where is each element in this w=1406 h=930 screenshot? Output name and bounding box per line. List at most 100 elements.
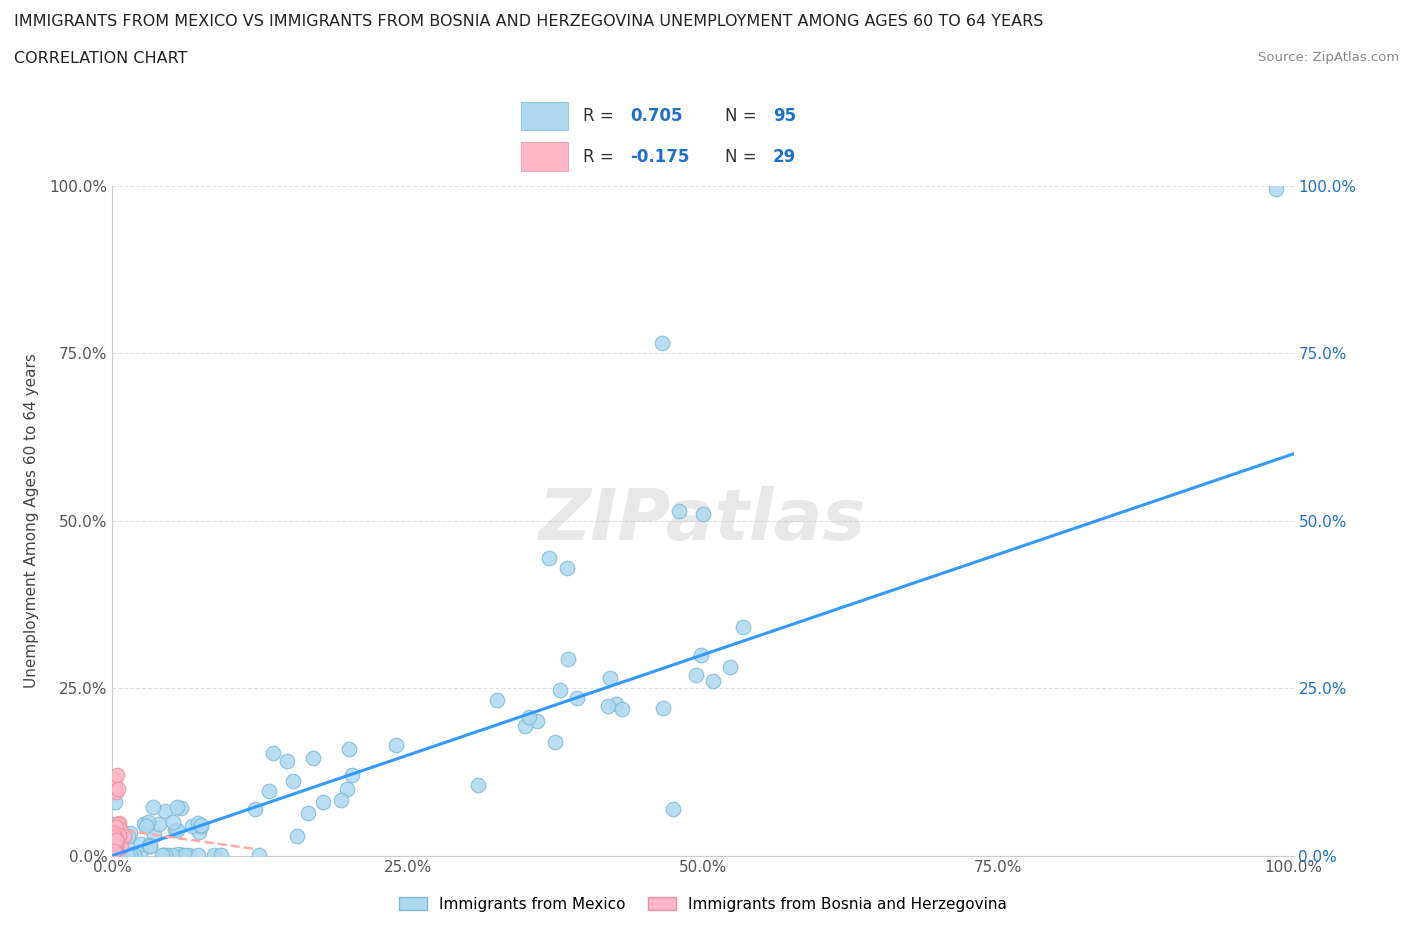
Point bbox=[211, 847, 233, 862]
Point bbox=[190, 818, 212, 833]
Point bbox=[111, 846, 134, 861]
Point bbox=[281, 774, 304, 789]
Point bbox=[138, 837, 160, 852]
Point bbox=[139, 839, 162, 854]
Point bbox=[104, 794, 127, 809]
Point bbox=[526, 713, 548, 728]
Point bbox=[557, 652, 579, 667]
Point bbox=[731, 619, 754, 634]
Point bbox=[134, 817, 156, 831]
Point bbox=[101, 836, 124, 851]
Point bbox=[513, 718, 536, 733]
Point bbox=[166, 822, 188, 837]
Text: 0.705: 0.705 bbox=[630, 107, 683, 125]
Point bbox=[104, 777, 127, 792]
Point bbox=[120, 847, 142, 862]
Point bbox=[702, 674, 724, 689]
Point bbox=[107, 817, 129, 831]
Point bbox=[150, 847, 173, 862]
Point bbox=[652, 700, 675, 715]
Point bbox=[103, 826, 125, 841]
Point bbox=[110, 823, 132, 838]
Point bbox=[610, 701, 633, 716]
Point bbox=[108, 827, 131, 842]
Point bbox=[143, 828, 166, 843]
Text: N =: N = bbox=[725, 107, 762, 125]
Point bbox=[336, 781, 359, 796]
Point bbox=[174, 847, 197, 862]
Bar bbox=[520, 142, 568, 171]
Point bbox=[129, 836, 152, 851]
Point bbox=[108, 821, 131, 836]
Legend: Immigrants from Mexico, Immigrants from Bosnia and Herzegovina: Immigrants from Mexico, Immigrants from … bbox=[394, 891, 1012, 918]
Point bbox=[101, 817, 124, 831]
Point bbox=[166, 800, 188, 815]
Point bbox=[108, 815, 131, 830]
Point bbox=[187, 824, 209, 839]
Point bbox=[329, 792, 352, 807]
Point bbox=[103, 832, 125, 847]
Point bbox=[170, 847, 193, 862]
Point bbox=[105, 833, 128, 848]
Point bbox=[285, 829, 308, 844]
Point bbox=[166, 847, 188, 862]
Point bbox=[104, 820, 127, 835]
Point bbox=[104, 844, 127, 858]
Point bbox=[181, 819, 204, 834]
Point bbox=[108, 847, 131, 862]
Point bbox=[139, 839, 162, 854]
Text: IMMIGRANTS FROM MEXICO VS IMMIGRANTS FROM BOSNIA AND HERZEGOVINA UNEMPLOYMENT AM: IMMIGRANTS FROM MEXICO VS IMMIGRANTS FRO… bbox=[14, 14, 1043, 29]
Point bbox=[302, 751, 325, 766]
Point bbox=[120, 847, 142, 862]
Point bbox=[668, 503, 690, 518]
Point bbox=[685, 668, 707, 683]
Text: 95: 95 bbox=[773, 107, 796, 125]
Point bbox=[105, 768, 128, 783]
Point bbox=[105, 847, 128, 862]
Point bbox=[104, 840, 127, 855]
Point bbox=[157, 847, 180, 862]
Point bbox=[297, 805, 319, 820]
Point bbox=[104, 839, 127, 854]
Point bbox=[605, 697, 627, 711]
Point bbox=[103, 844, 125, 858]
Point bbox=[385, 737, 408, 752]
Point bbox=[340, 767, 363, 782]
Point bbox=[103, 841, 125, 856]
Point bbox=[651, 336, 673, 351]
Point bbox=[162, 815, 184, 830]
Point bbox=[567, 690, 589, 705]
Point bbox=[544, 735, 567, 750]
Point bbox=[599, 671, 621, 685]
Point bbox=[117, 847, 139, 862]
Point bbox=[187, 847, 209, 862]
Point bbox=[262, 746, 284, 761]
Point bbox=[162, 847, 184, 862]
Text: -0.175: -0.175 bbox=[630, 148, 690, 166]
Text: Source: ZipAtlas.com: Source: ZipAtlas.com bbox=[1258, 51, 1399, 64]
Point bbox=[117, 841, 139, 856]
Point bbox=[596, 699, 619, 714]
Point bbox=[108, 847, 131, 862]
Point bbox=[136, 815, 159, 830]
Point bbox=[519, 710, 541, 724]
Point bbox=[155, 804, 177, 818]
Point bbox=[129, 844, 152, 858]
Point bbox=[107, 781, 129, 796]
Point bbox=[179, 847, 201, 862]
Point bbox=[467, 777, 489, 792]
Text: R =: R = bbox=[583, 148, 619, 166]
Text: ZIPatlas: ZIPatlas bbox=[540, 486, 866, 555]
Point bbox=[548, 683, 571, 698]
Bar bbox=[520, 101, 568, 130]
Point bbox=[311, 794, 333, 809]
Text: CORRELATION CHART: CORRELATION CHART bbox=[14, 51, 187, 66]
Point bbox=[122, 847, 145, 862]
Point bbox=[187, 816, 209, 830]
Point bbox=[103, 831, 125, 846]
Point bbox=[105, 785, 128, 800]
Point bbox=[142, 799, 165, 814]
Point bbox=[1264, 182, 1286, 197]
Point bbox=[486, 693, 509, 708]
Point bbox=[152, 847, 174, 862]
